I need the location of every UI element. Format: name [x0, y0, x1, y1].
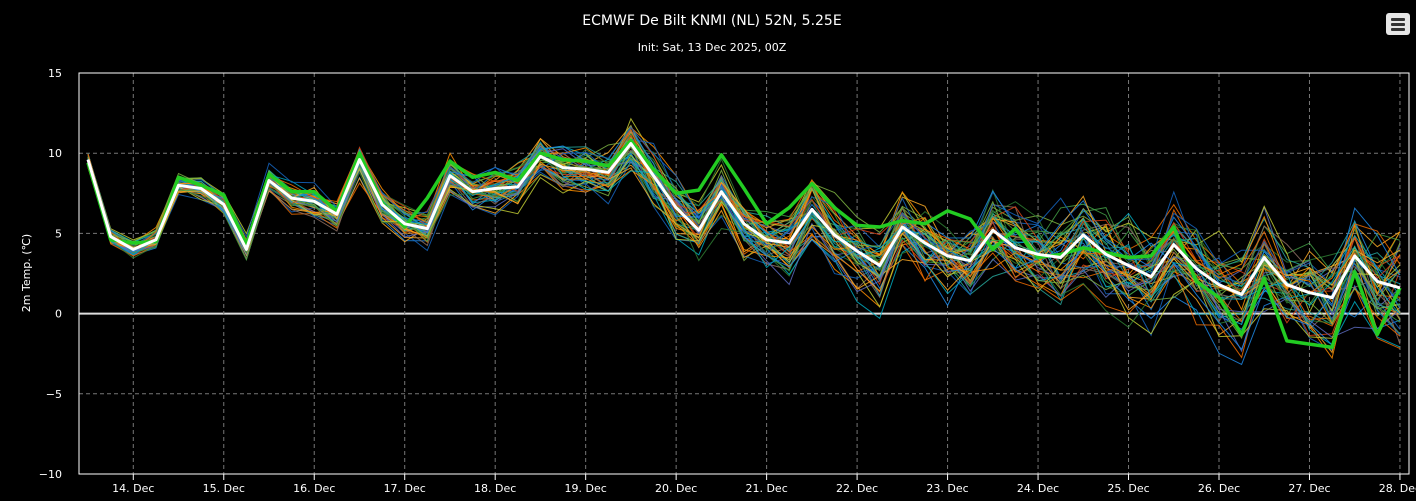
y-axis-title: 2m Temp. (℃) — [20, 234, 33, 312]
plot-area-border — [78, 72, 1410, 475]
control-run-line — [86, 138, 1402, 350]
x-tick-label: 16. Dec — [293, 482, 335, 495]
x-tick-label: 20. Dec — [655, 482, 697, 495]
hamburger-menu-icon[interactable] — [1386, 13, 1410, 35]
y-tick-label: −10 — [39, 468, 62, 481]
highlighted-series — [86, 138, 1402, 350]
x-tick-label: 26. Dec — [1198, 482, 1240, 495]
ensemble-member-line — [87, 149, 1401, 323]
ensemble-mean-line — [86, 142, 1401, 300]
x-tick-label: 24. Dec — [1017, 482, 1059, 495]
x-tick-label: 27. Dec — [1288, 482, 1330, 495]
x-tick-label: 28. Dec — [1379, 482, 1416, 495]
x-tick-labels: 14. Dec 15. Dec 16. Dec 17. Dec 18. Dec 19. D… — [112, 482, 1416, 495]
chart-subtitle: Init: Sat, 13 Dec 2025, 00Z — [638, 41, 787, 54]
x-tick-label: 15. Dec — [203, 482, 245, 495]
y-tick-label: −5 — [46, 388, 62, 401]
x-tick-label: 22. Dec — [836, 482, 878, 495]
y-tick-label: 15 — [48, 67, 62, 80]
y-tick-label: 5 — [55, 227, 62, 240]
x-tick-label: 19. Dec — [565, 482, 607, 495]
x-tick-label: 18. Dec — [474, 482, 516, 495]
chart-title: ECMWF De Bilt KNMI (NL) 52N, 5.25E — [582, 13, 841, 29]
x-tick-label: 25. Dec — [1107, 482, 1149, 495]
x-tick-label: 14. Dec — [112, 482, 154, 495]
y-tick-label: 0 — [55, 308, 62, 321]
y-tick-labels: 15 10 5 0 −5 −10 — [39, 67, 62, 481]
x-tick-label: 17. Dec — [384, 482, 426, 495]
x-tick-label: 23. Dec — [926, 482, 968, 495]
ensemble-member-line — [87, 130, 1401, 309]
ensemble-member-line — [87, 129, 1401, 351]
x-tick-label: 21. Dec — [745, 482, 787, 495]
ensemble-member-line — [87, 141, 1401, 315]
y-tick-label: 10 — [48, 147, 62, 160]
ensemble-member-line — [87, 127, 1401, 321]
ensemble-member-line — [87, 137, 1401, 353]
